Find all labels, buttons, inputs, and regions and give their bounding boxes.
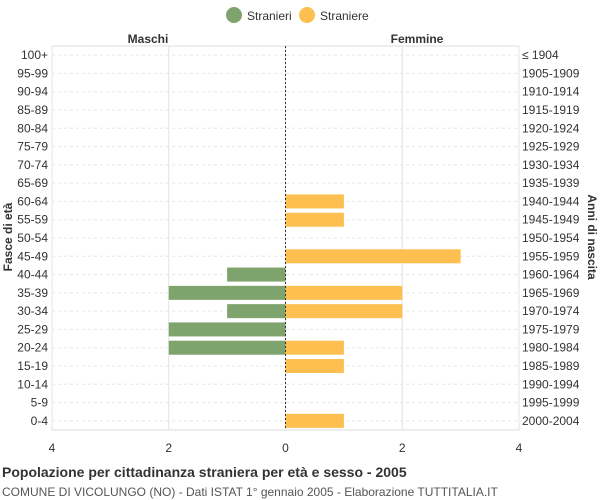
legend-label-straniere: Straniere <box>320 9 369 23</box>
age-label-20-24: 20-24 <box>17 341 48 355</box>
x-tick-label: 4 <box>49 441 56 455</box>
age-label-45-49: 45-49 <box>17 249 48 263</box>
birth-year-label-90-94: 1910-1914 <box>522 85 580 99</box>
birth-year-label-0-4: 2000-2004 <box>522 414 580 428</box>
chart-title: Popolazione per cittadinanza straniera p… <box>2 464 407 480</box>
bar-straniere-20-24 <box>285 340 344 355</box>
legend-swatch-straniere <box>299 7 315 23</box>
birth-year-label-30-34: 1970-1974 <box>522 304 580 318</box>
birth-year-label-15-19: 1985-1989 <box>522 359 580 373</box>
x-tick-label: 0 <box>282 441 289 455</box>
age-label-10-14: 10-14 <box>17 377 48 391</box>
birth-year-label-85-89: 1915-1919 <box>522 103 580 117</box>
bar-stranieri-20-24 <box>168 340 286 355</box>
y-axis-label-left: Fasce di età <box>1 202 15 271</box>
bar-straniere-55-59 <box>285 212 344 227</box>
legend-label-stranieri: Stranieri <box>247 9 292 23</box>
birth-year-label-65-69: 1935-1939 <box>522 176 580 190</box>
age-label-95-99: 95-99 <box>17 66 48 80</box>
y-axis-label-right: Anni di nascita <box>585 194 599 280</box>
chart-subtitle: COMUNE DI VICOLUNGO (NO) - Dati ISTAT 1°… <box>2 485 498 499</box>
age-label-55-59: 55-59 <box>17 213 48 227</box>
age-label-30-34: 30-34 <box>17 304 48 318</box>
birth-year-label-60-64: 1940-1944 <box>522 194 580 208</box>
bar-stranieri-35-39 <box>168 285 286 300</box>
age-label-75-79: 75-79 <box>17 140 48 154</box>
legend-swatch-stranieri <box>226 7 242 23</box>
birth-year-label-10-14: 1990-1994 <box>522 377 580 391</box>
bar-straniere-60-64 <box>285 194 344 209</box>
age-label-70-74: 70-74 <box>17 158 48 172</box>
age-label-0-4: 0-4 <box>31 414 49 428</box>
birth-year-label-20-24: 1980-1984 <box>522 341 580 355</box>
age-label-90-94: 90-94 <box>17 85 48 99</box>
bar-stranieri-25-29 <box>168 322 286 337</box>
bar-straniere-15-19 <box>285 359 344 373</box>
birth-year-label-5-9: 1995-1999 <box>522 396 580 410</box>
bar-stranieri-40-44 <box>227 267 286 282</box>
age-label-65-69: 65-69 <box>17 176 48 190</box>
bar-stranieri-30-34 <box>227 304 286 319</box>
bar-straniere-35-39 <box>285 285 403 300</box>
bar-straniere-30-34 <box>285 304 403 319</box>
birth-year-label-25-29: 1975-1979 <box>522 322 580 336</box>
x-tick-labels: 4 2 0 2 4 <box>49 441 523 455</box>
population-pyramid-chart: 100+ 95-99 90-94 85-89 80-84 75-79 70-74 65-69 6… <box>1 7 599 455</box>
age-label-60-64: 60-64 <box>17 194 48 208</box>
birth-year-label-35-39: 1965-1969 <box>522 286 580 300</box>
birth-year-label-95-99: 1905-1909 <box>522 66 580 80</box>
x-tick-label: 2 <box>165 441 172 455</box>
age-label-35-39: 35-39 <box>17 286 48 300</box>
header-maschi: Maschi <box>128 32 169 46</box>
bar-straniere-45-49 <box>285 249 461 264</box>
birth-year-label-40-44: 1960-1964 <box>522 268 580 282</box>
birth-year-label-100+: ≤ 1904 <box>522 48 559 62</box>
age-label-50-54: 50-54 <box>17 231 48 245</box>
bars-straniere <box>285 194 461 428</box>
age-label-100+: 100+ <box>21 48 48 62</box>
x-tick-label: 4 <box>516 441 523 455</box>
age-group-labels: 100+ 95-99 90-94 85-89 80-84 75-79 70-74 65-69 6… <box>17 48 48 428</box>
header-femmine: Femmine <box>391 32 444 46</box>
age-label-25-29: 25-29 <box>17 322 48 336</box>
birth-year-label-55-59: 1945-1949 <box>522 213 580 227</box>
bars-stranieri <box>168 267 286 355</box>
legend: Stranieri Straniere <box>226 7 369 23</box>
birth-year-label-80-84: 1920-1924 <box>522 121 580 135</box>
x-tick-label: 2 <box>399 441 406 455</box>
birth-year-label-70-74: 1930-1934 <box>522 158 580 172</box>
birth-year-label-75-79: 1925-1929 <box>522 140 580 154</box>
bar-straniere-0-4 <box>285 413 344 428</box>
age-label-5-9: 5-9 <box>31 396 49 410</box>
age-label-40-44: 40-44 <box>17 268 48 282</box>
age-label-15-19: 15-19 <box>17 359 48 373</box>
age-label-80-84: 80-84 <box>17 121 48 135</box>
age-label-85-89: 85-89 <box>17 103 48 117</box>
birth-year-label-45-49: 1955-1959 <box>522 249 580 263</box>
birth-year-labels: ≤ 1904 1905-1909 1910-1914 1915-1919 1920-19… <box>522 48 580 428</box>
birth-year-label-50-54: 1950-1954 <box>522 231 580 245</box>
